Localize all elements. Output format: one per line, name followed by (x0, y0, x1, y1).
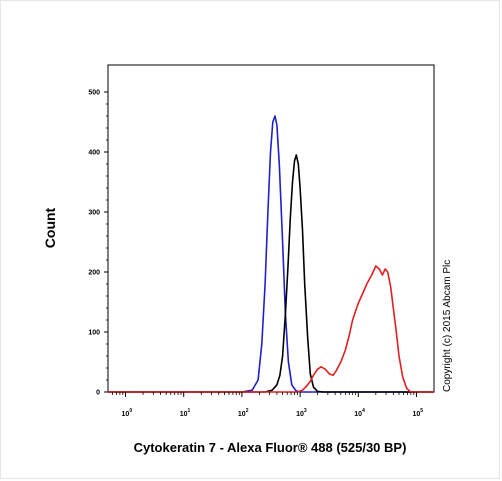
plot-area (108, 65, 434, 392)
y-tick-label: 0 (96, 390, 100, 397)
x-tick-label: 100 (122, 408, 133, 418)
y-tick-label: 400 (88, 150, 100, 157)
y-axis: 0 100 200 300 400 500 (88, 90, 108, 397)
x-axis-title: Cytokeratin 7 - Alexa Fluor® 488 (525/30… (134, 440, 407, 455)
y-axis-title: Count (42, 207, 58, 248)
copyright-annotation: Copyright (c) 2015 Abcam Plc (442, 260, 453, 392)
y-tick-label: 300 (88, 210, 100, 217)
y-tick-label: 200 (88, 270, 100, 277)
x-tick-label: 103 (296, 408, 307, 418)
x-axis: 100 101 102 103 104 105 (113, 392, 424, 418)
x-tick-label: 105 (412, 408, 423, 418)
y-tick-label: 500 (88, 90, 100, 97)
y-tick-label: 100 (88, 330, 100, 337)
x-tick-label: 102 (238, 408, 249, 418)
x-tick-label: 104 (354, 408, 365, 418)
x-tick-label: 101 (180, 408, 191, 418)
